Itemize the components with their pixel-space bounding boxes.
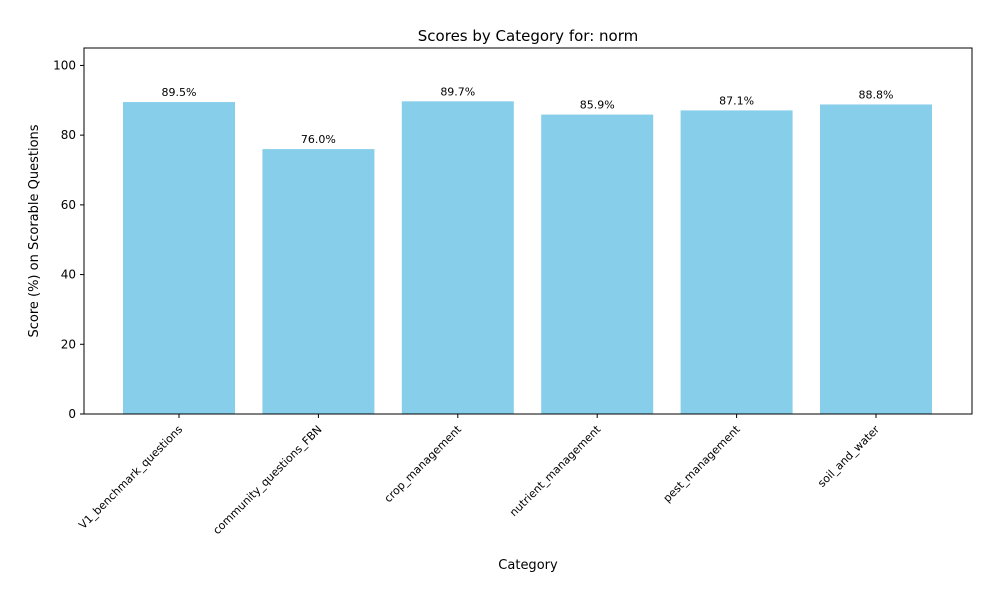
data-labels-layer: 89.5% 76.0% 89.7% 85.9% 87.1% 88.8%: [162, 85, 894, 146]
bar-crop-management: [401, 101, 514, 415]
bar-pest-management: [680, 110, 793, 414]
chart-title: Scores by Category for: norm: [418, 27, 638, 45]
data-label: 87.1%: [719, 94, 754, 107]
x-axis-label: Category: [498, 558, 558, 573]
bar-v1-benchmark-questions: [123, 102, 235, 415]
y-tick-label: 20: [61, 337, 76, 351]
bar-community-questions-fbn: [262, 149, 375, 415]
data-label: 85.9%: [580, 99, 615, 112]
x-tick-label: pest_management: [661, 422, 743, 504]
data-label: 89.7%: [440, 85, 475, 98]
y-tick-label: 100: [53, 58, 76, 72]
x-tick-label: community_questions_FBN: [210, 423, 324, 537]
data-label: 89.5%: [162, 86, 197, 99]
y-axis: 0 20 40 60 80 100: [53, 58, 84, 421]
bar-nutrient-management: [541, 114, 654, 414]
x-tick-label: V1_benchmark_questions: [76, 423, 185, 532]
x-tick-label: soil_and_water: [815, 423, 882, 490]
x-tick-label: crop_management: [382, 422, 465, 505]
y-tick-label: 40: [61, 268, 76, 282]
bar-soil-and-water: [820, 104, 932, 415]
y-tick-label: 80: [61, 128, 76, 142]
data-label: 88.8%: [859, 88, 894, 101]
bars-layer: [123, 101, 932, 415]
plot-area-frame: [83, 47, 973, 415]
y-tick-label: 0: [68, 407, 76, 421]
x-tick-label: nutrient_management: [507, 422, 604, 519]
x-axis: V1_benchmark_questions community_question…: [76, 414, 882, 537]
data-label: 76.0%: [301, 133, 336, 146]
y-axis-label: Score (%) on Scorable Questions: [27, 124, 42, 337]
y-tick-label: 60: [61, 198, 76, 212]
